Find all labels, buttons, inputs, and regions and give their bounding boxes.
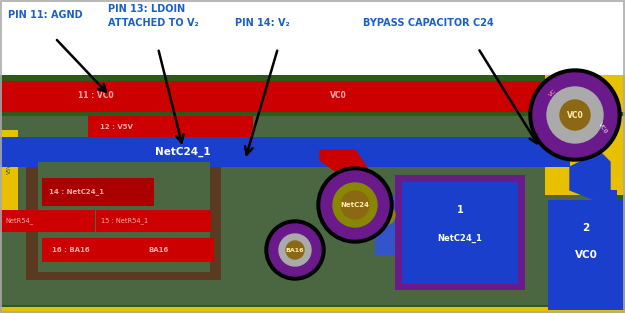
Circle shape [317,167,393,243]
Bar [375,195,400,255]
Bar [0,137,570,167]
Polygon shape [555,81,625,112]
Bar [38,162,210,272]
Bar [0,81,560,112]
Bar [0,112,625,116]
Text: NetC24_1: NetC24_1 [155,147,211,157]
Polygon shape [320,150,375,185]
Text: VC0: VC0 [567,110,583,120]
Bar [0,130,18,210]
Circle shape [265,220,325,280]
Text: PIN 11: AGND: PIN 11: AGND [8,10,82,20]
Bar [42,178,154,206]
Circle shape [547,87,603,143]
Circle shape [341,191,369,219]
Text: 11 : VC0: 11 : VC0 [78,91,114,100]
Text: BA16: BA16 [286,248,304,253]
Bar [395,175,525,290]
Circle shape [375,205,395,225]
Bar [0,75,625,313]
Bar [402,182,518,284]
Circle shape [333,183,377,227]
Circle shape [286,241,304,259]
Text: NetC24: NetC24 [341,202,369,208]
Text: PIN 13: LDOIN: PIN 13: LDOIN [108,4,185,14]
Text: VC0: VC0 [598,121,609,135]
Text: BA16: BA16 [148,247,168,253]
Bar [545,75,625,195]
Bar [570,137,600,152]
Circle shape [560,100,590,130]
Circle shape [533,73,617,157]
Text: BYPASS CAPACITOR C24: BYPASS CAPACITOR C24 [363,18,494,28]
Text: V5V: V5V [6,162,11,173]
Bar [0,75,625,81]
Text: VC0: VC0 [330,91,347,100]
Text: NetC24_1: NetC24_1 [438,233,483,243]
Bar [0,210,95,232]
Text: 2: 2 [582,223,589,233]
Bar [42,238,214,262]
Bar [595,190,617,290]
Bar [610,75,625,313]
Circle shape [269,224,321,276]
Text: NetR54_: NetR54_ [5,218,33,224]
Circle shape [529,69,621,161]
Bar [548,200,625,310]
Text: 1: 1 [457,205,463,215]
Text: 15 : NetR54_1: 15 : NetR54_1 [101,218,148,224]
Text: 14 : NetC24_1: 14 : NetC24_1 [49,188,104,196]
Text: PIN 14: V₂: PIN 14: V₂ [235,18,290,28]
Text: ATTACHED TO V₂: ATTACHED TO V₂ [108,18,199,28]
Circle shape [279,234,311,266]
Bar [0,305,625,313]
Text: 12 : V5V: 12 : V5V [100,124,133,130]
Bar [0,0,625,75]
Bar [88,116,253,138]
Bar [96,210,211,232]
Circle shape [321,171,389,239]
Text: VC: VC [548,88,558,98]
Polygon shape [570,152,610,200]
Bar [0,307,625,313]
Text: VC0: VC0 [574,250,598,260]
Text: 16 : BA16: 16 : BA16 [52,247,89,253]
Bar [26,150,221,280]
